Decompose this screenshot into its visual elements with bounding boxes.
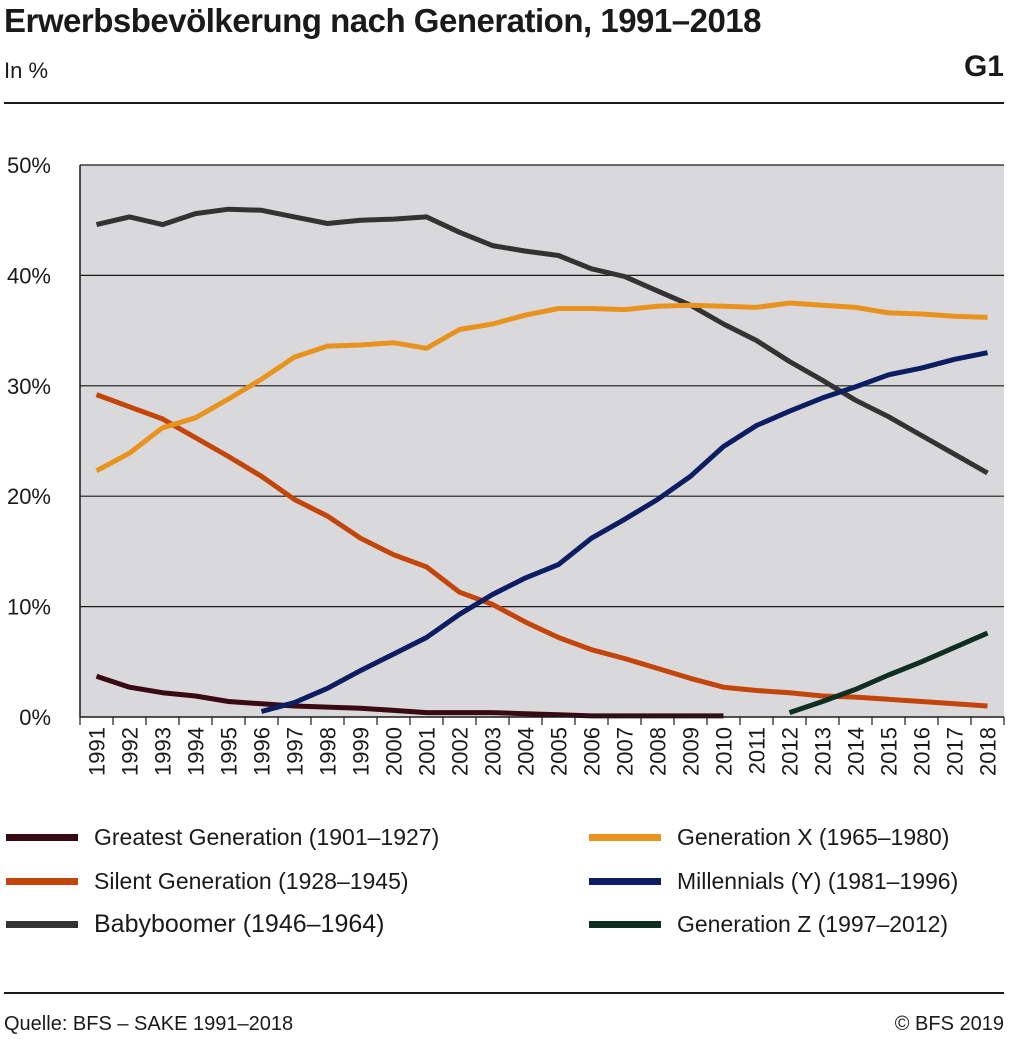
legend-label: Greatest Generation (1901–1927) xyxy=(94,823,440,850)
source-note: Quelle: BFS – SAKE 1991–2018 xyxy=(4,1013,294,1035)
legend-label: Silent Generation (1928–1945) xyxy=(94,867,409,894)
x-tick-label: 2013 xyxy=(811,727,836,776)
y-tick-label: 10% xyxy=(7,595,51,620)
copyright-note: © BFS 2019 xyxy=(894,1013,1004,1035)
header-rule xyxy=(4,102,1004,104)
series-line-1 xyxy=(95,673,724,719)
legend-item: Babyboomer (1946–1964) xyxy=(6,909,384,939)
y-tick-label: 30% xyxy=(7,374,51,399)
legend-swatch xyxy=(6,920,78,928)
x-tick-label: 1997 xyxy=(283,727,308,776)
legend-item: Generation Z (1997–2012) xyxy=(589,909,948,939)
x-tick-label: 1998 xyxy=(316,727,341,776)
x-tick-label: 2012 xyxy=(778,727,803,776)
legend-label: Generation X (1965–1980) xyxy=(677,823,950,850)
x-tick-label: 1993 xyxy=(151,727,176,776)
chart-unit: In % xyxy=(4,58,49,83)
x-tick-label: 2000 xyxy=(382,727,407,776)
figure-number: G1 xyxy=(963,50,1004,83)
chart-title: Erwerbsbevölkerung nach Generation, 1991… xyxy=(4,2,762,39)
legend-item: Generation X (1965–1980) xyxy=(589,822,949,852)
legend-swatch xyxy=(589,877,661,885)
legend-item: Silent Generation (1928–1945) xyxy=(6,866,409,896)
plot-area xyxy=(80,165,1004,717)
x-tick-label: 2004 xyxy=(514,727,539,776)
x-tick-label: 2010 xyxy=(712,727,737,776)
x-tick-label: 1991 xyxy=(85,727,110,776)
x-tick-label: 2011 xyxy=(745,727,770,774)
x-tick-label: 2007 xyxy=(613,727,638,776)
legend-label: Millennials (Y) (1981–1996) xyxy=(677,867,959,894)
y-tick-label: 50% xyxy=(7,153,51,178)
legend-swatch xyxy=(589,920,661,928)
x-tick-label: 2006 xyxy=(580,727,605,776)
legend-swatch xyxy=(589,833,661,841)
legend-item: Millennials (Y) (1981–1996) xyxy=(589,866,958,896)
legend-swatch xyxy=(6,877,78,885)
footer-rule xyxy=(4,992,1004,994)
legend-swatch xyxy=(6,833,78,841)
legend-label: Babyboomer (1946–1964) xyxy=(94,909,385,938)
x-tick-label: 2018 xyxy=(976,727,1001,776)
y-tick-label: 20% xyxy=(7,484,51,509)
x-tick-label: 2014 xyxy=(844,727,869,776)
x-tick-label: 1996 xyxy=(250,727,275,776)
x-tick-label: 2001 xyxy=(415,727,440,776)
x-tick-label: 2009 xyxy=(679,727,704,776)
y-tick-label: 0% xyxy=(19,705,51,730)
legend-label: Generation Z (1997–2012) xyxy=(677,910,949,937)
x-tick-label: 2005 xyxy=(547,727,572,776)
x-tick-label: 2002 xyxy=(448,727,473,776)
x-tick-label: 2016 xyxy=(910,727,935,776)
x-tick-label: 2015 xyxy=(877,727,902,776)
y-tick-label: 40% xyxy=(7,263,51,288)
x-tick-label: 1994 xyxy=(184,727,209,776)
legend-item: Greatest Generation (1901–1927) xyxy=(6,822,439,852)
series-line-5 xyxy=(260,350,988,714)
x-tick-label: 2003 xyxy=(481,727,506,776)
x-tick-label: 1995 xyxy=(217,727,242,776)
series-line-6 xyxy=(788,630,989,715)
x-tick-label: 2017 xyxy=(943,727,968,776)
x-tick-label: 1992 xyxy=(118,727,143,776)
x-tick-label: 1999 xyxy=(349,727,374,776)
series-line-4 xyxy=(95,300,988,474)
x-tick-label: 2008 xyxy=(646,727,671,776)
